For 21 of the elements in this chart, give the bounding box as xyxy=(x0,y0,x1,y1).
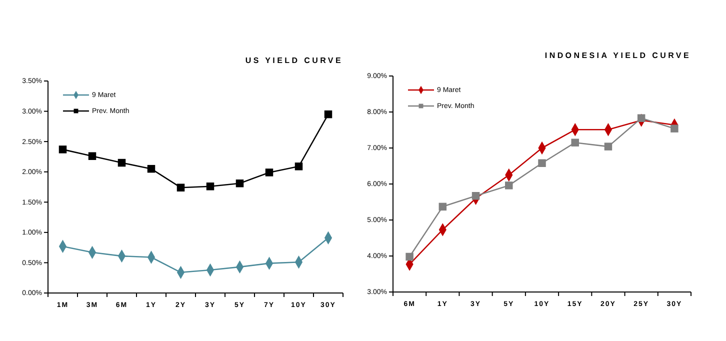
point xyxy=(206,182,214,190)
point xyxy=(176,184,185,192)
chart-title: US YIELD CURVE xyxy=(245,56,343,65)
point xyxy=(265,168,274,176)
point xyxy=(438,202,447,211)
point xyxy=(118,158,126,167)
point xyxy=(406,252,414,261)
point xyxy=(637,114,646,122)
point xyxy=(88,152,96,160)
point xyxy=(472,192,480,200)
point xyxy=(505,182,513,190)
chart-title: INDONESIA YIELD CURVE xyxy=(544,51,691,60)
point xyxy=(604,142,612,150)
point xyxy=(324,110,332,118)
point xyxy=(294,162,303,170)
point xyxy=(147,164,156,173)
point xyxy=(58,146,67,154)
point xyxy=(571,138,579,146)
point xyxy=(236,179,244,188)
point xyxy=(670,124,678,132)
point xyxy=(538,159,546,167)
